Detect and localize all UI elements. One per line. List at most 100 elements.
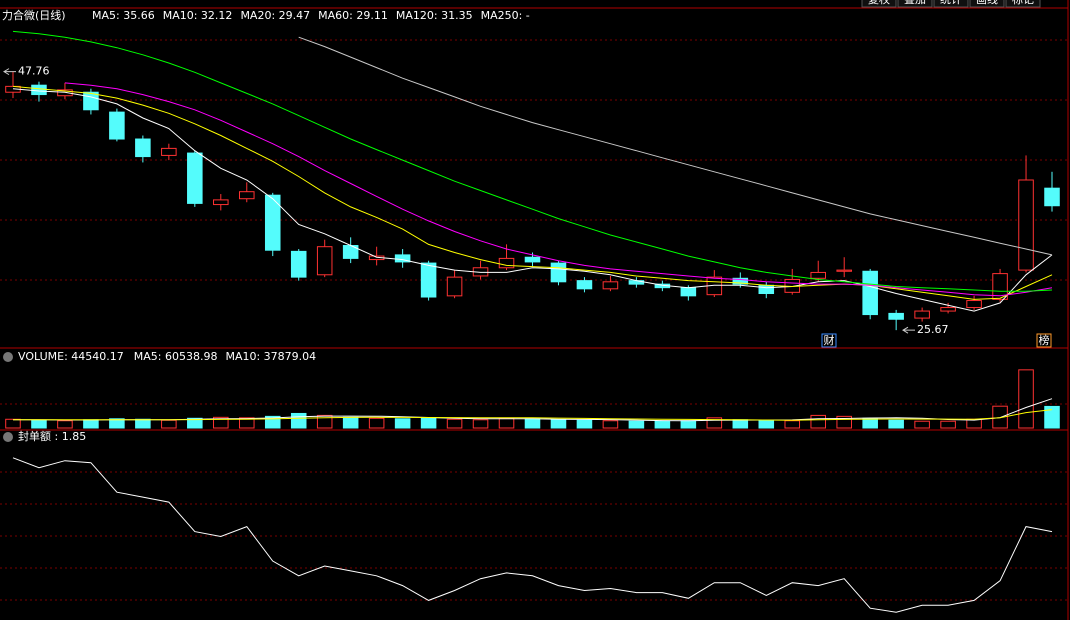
legend-entry: MA10: 37879.04 — [225, 350, 316, 363]
candle-body — [1044, 187, 1060, 207]
legend-entry: MA5: 60538.98 — [134, 350, 218, 363]
volume-bar — [550, 419, 567, 429]
volume-bar — [784, 420, 801, 429]
volume-bar — [654, 420, 671, 429]
ma-line — [12, 30, 1053, 292]
volume-bar — [238, 417, 255, 429]
candle-body — [602, 281, 619, 290]
volume-bar — [161, 419, 177, 429]
candle-body — [576, 280, 593, 290]
volume-bar — [187, 417, 203, 429]
ma-line — [12, 88, 1053, 312]
volume-bar — [758, 419, 775, 429]
toolbar-label[interactable]: 叠加 — [904, 0, 926, 6]
volume-bar — [290, 412, 307, 429]
candle-body — [810, 271, 827, 279]
volume-bar — [472, 419, 489, 429]
candle-body — [83, 91, 99, 111]
candle-body — [187, 152, 203, 204]
volume-title: VOLUME: 44540.17 — [18, 350, 124, 363]
volume-bar — [264, 415, 281, 429]
volume-bar — [680, 420, 697, 429]
candle-body — [992, 273, 1008, 300]
volume-bar — [368, 417, 385, 429]
toolbar-label[interactable]: 统计 — [940, 0, 962, 6]
candle-body — [238, 191, 255, 200]
candle-body — [524, 256, 541, 263]
volume-bar — [888, 419, 904, 429]
volume-bar — [1018, 369, 1034, 429]
volume-bar — [732, 419, 749, 429]
volume-bar — [83, 419, 99, 429]
volume-bar — [446, 418, 463, 429]
volume-bar — [706, 417, 723, 429]
candle-body — [135, 138, 151, 158]
candle-body — [732, 277, 749, 285]
candle-body — [161, 147, 177, 156]
indicator-title: 封单额 : 1.85 — [18, 429, 86, 443]
chart-title: 力合微(日线) — [2, 8, 66, 22]
toolbar-label[interactable]: 画线 — [976, 0, 998, 6]
indicator-line — [12, 457, 1053, 613]
volume-ma-line — [13, 409, 1053, 421]
event-marker[interactable]: 财 — [824, 333, 835, 347]
candle-body — [420, 262, 437, 298]
volume-bar — [316, 414, 333, 429]
event-marker-box[interactable] — [821, 333, 837, 348]
candle-body — [109, 111, 125, 140]
candle-body — [498, 257, 515, 269]
volume-bar — [5, 418, 21, 429]
candle-body — [57, 89, 73, 97]
event-marker-box[interactable] — [1036, 333, 1052, 348]
candle-body — [316, 246, 333, 276]
volume-bar — [394, 418, 411, 429]
volume-bar — [810, 414, 827, 429]
volume-bar — [342, 416, 359, 429]
candle-body — [680, 287, 697, 297]
toolbar-button[interactable] — [969, 0, 1005, 8]
candle-body — [940, 307, 956, 312]
toolbar-label[interactable]: 标记 — [1012, 0, 1034, 6]
panel-icon[interactable] — [3, 352, 13, 362]
ma-line — [298, 36, 1053, 256]
volume-bar — [498, 417, 515, 429]
candle-body — [394, 254, 411, 263]
volume-bar — [940, 420, 956, 429]
volume-bar — [109, 418, 125, 429]
volume-bar — [57, 420, 73, 429]
toolbar-button[interactable] — [861, 0, 897, 8]
candle-body — [836, 269, 852, 272]
volume-bar — [135, 418, 151, 429]
toolbar-label[interactable]: 复权 — [868, 0, 890, 6]
candle-body — [213, 199, 229, 206]
candle-body — [290, 250, 307, 278]
candle-body — [914, 310, 930, 319]
price-label-arrow — [902, 326, 915, 334]
legend-entry: MA120: 31.35 — [396, 9, 473, 22]
toolbar-button[interactable] — [933, 0, 969, 8]
volume-bar — [31, 419, 47, 429]
toolbar-button[interactable] — [897, 0, 933, 8]
volume-bar — [628, 420, 645, 429]
panel-icon[interactable] — [3, 432, 13, 442]
candle-body — [1018, 179, 1034, 271]
volume-bar — [862, 417, 878, 429]
candle-body — [446, 276, 463, 297]
candle-body — [966, 300, 982, 309]
legend-entry: MA60: 29.11 — [318, 9, 388, 22]
price-label: 47.76 — [18, 65, 50, 78]
legend-entry: MA5: 35.66 — [92, 9, 155, 22]
legend-entry: MA20: 29.47 — [240, 9, 310, 22]
volume-bar — [420, 417, 437, 429]
candle-body — [264, 194, 281, 251]
event-marker[interactable]: 榜 — [1039, 333, 1050, 347]
volume-bar — [576, 419, 593, 429]
volume-bar — [213, 416, 229, 429]
toolbar-button[interactable] — [1005, 0, 1041, 8]
ma-line — [64, 82, 1053, 297]
candle-body — [550, 262, 567, 283]
candle-body — [758, 284, 775, 295]
